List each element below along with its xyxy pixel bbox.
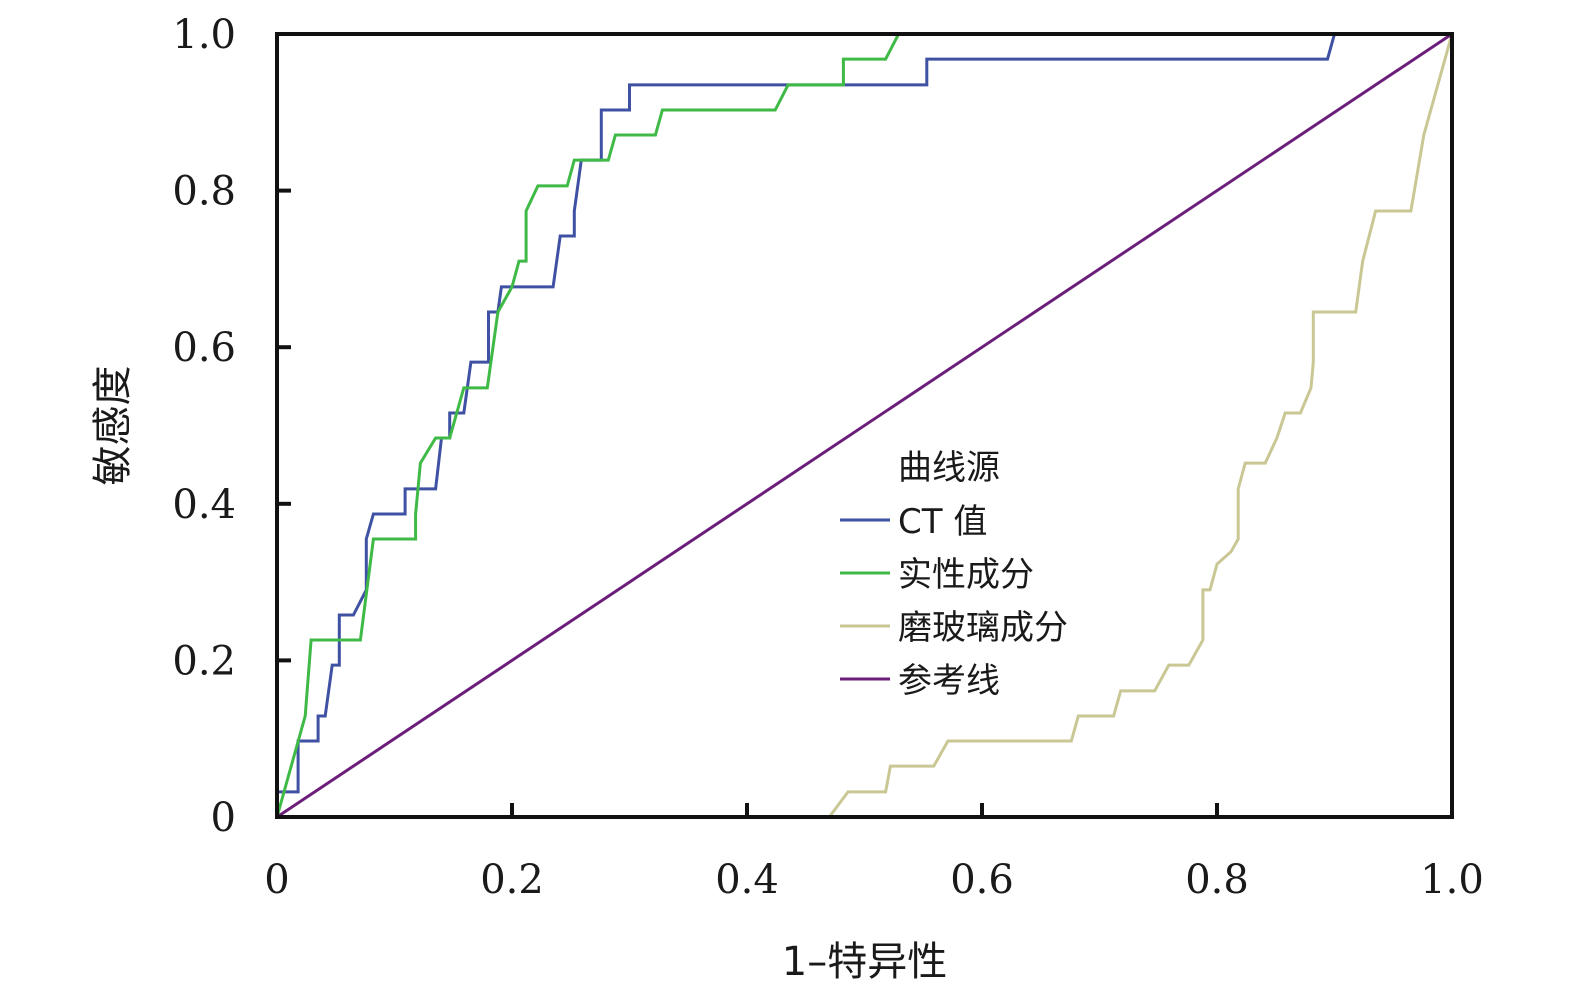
legend-label-4: 参考线 — [898, 661, 1000, 701]
legend-label-1: CT 值 — [898, 502, 987, 542]
x-tick-label: 0.8 — [1185, 857, 1249, 903]
x-tick-label: 0.6 — [950, 857, 1014, 903]
legend-label-2: 实性成分 — [898, 555, 1034, 595]
x-axis-title: 1–特异性 — [782, 939, 947, 985]
series-line-2 — [275, 32, 1452, 818]
x-axis: 0 0.2 0.4 0.6 0.8 1.0 — [264, 803, 1484, 903]
y-tick-label: 0 — [211, 795, 236, 841]
x-tick-label: 0 — [264, 857, 289, 903]
legend-label-3: 磨玻璃成分 — [898, 608, 1068, 648]
y-tick-label: 0.8 — [172, 169, 236, 215]
plot-area — [275, 32, 1454, 819]
series-line-3 — [277, 33, 1454, 819]
legend-title: 曲线源 — [898, 448, 1000, 488]
plot-frame — [275, 32, 1454, 819]
y-tick-label: 0.6 — [172, 325, 236, 371]
x-tick-label: 1.0 — [1420, 857, 1484, 903]
y-tick-label: 0.4 — [172, 482, 236, 528]
series-line-4 — [276, 32, 1453, 819]
x-tick-label: 0.2 — [480, 857, 544, 903]
y-axis: 0 0.2 0.4 0.6 0.8 1.0 — [172, 12, 291, 841]
y-axis-title: 敏感度 — [90, 366, 136, 486]
y-tick-label: 0.2 — [172, 638, 236, 684]
y-tick-label: 1.0 — [172, 12, 236, 58]
x-tick-label: 0.4 — [715, 857, 779, 903]
